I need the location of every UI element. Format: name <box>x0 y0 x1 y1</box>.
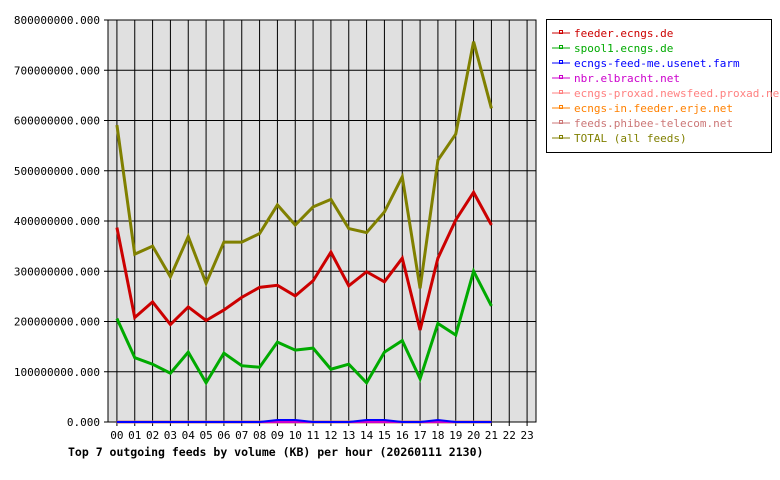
x-tick-label: 18 <box>431 429 444 442</box>
series-line-0 <box>115 189 493 331</box>
legend-label: spool1.ecngs.de <box>574 42 673 55</box>
legend-marker <box>559 30 563 34</box>
legend-item: ecngs-in.feeder.erje.net <box>552 102 733 115</box>
x-tick-label: 15 <box>378 429 391 442</box>
x-tick-label: 14 <box>360 429 374 442</box>
x-tick-label: 16 <box>396 429 409 442</box>
x-tick-label: 08 <box>253 429 266 442</box>
series-line-1 <box>115 267 493 386</box>
legend-item: nbr.elbracht.net <box>552 72 680 85</box>
y-axis: 0.000 100000000.000 200000000.000 300000000… <box>14 14 100 429</box>
legend-label: feeds.phibee-telecom.net <box>574 117 733 130</box>
y-tick-label: 200000000.000 <box>14 316 100 329</box>
y-tick-label: 300000000.000 <box>14 265 100 278</box>
legend-marker <box>559 45 563 49</box>
legend-item: spool1.ecngs.de <box>552 42 673 55</box>
y-tick-label: 600000000.000 <box>14 115 100 128</box>
x-tick-label: 05 <box>199 429 212 442</box>
x-axis: 00 01 02 03 04 05 06 07 08 09 10 11 12 13 14 15 16 17 18 19… <box>110 429 533 442</box>
legend-marker <box>559 135 563 139</box>
x-tick-label: 07 <box>235 429 248 442</box>
chart-title: Top 7 outgoing feeds by volume (KB) per … <box>68 445 483 459</box>
y-tick-label: 400000000.000 <box>14 215 100 228</box>
x-tick-label: 04 <box>182 429 196 442</box>
legend-item: ecngs-feed-me.usenet.farm <box>552 57 740 70</box>
x-tick-label: 20 <box>467 429 480 442</box>
x-tick-label: 01 <box>128 429 141 442</box>
legend-marker <box>559 120 563 124</box>
y-tick-label: 0.000 <box>67 416 100 429</box>
x-tick-label: 23 <box>520 429 533 442</box>
legend-label: ecngs-proxad.newsfeed.proxad.net <box>574 87 780 100</box>
legend: feeder.ecngs.de spool1.ecngs.de ecngs-feed… <box>546 19 780 153</box>
legend-label: nbr.elbracht.net <box>574 72 680 85</box>
legend-marker <box>559 90 563 94</box>
legend-label: feeder.ecngs.de <box>574 27 673 40</box>
series-line-7 <box>115 41 493 289</box>
x-tick-label: 10 <box>289 429 302 442</box>
x-tick-label: 21 <box>485 429 498 442</box>
x-tick-label: 19 <box>449 429 462 442</box>
legend-label: TOTAL (all feeds) <box>574 132 687 145</box>
x-tick-label: 22 <box>503 429 516 442</box>
x-tick-label: 00 <box>110 429 123 442</box>
legend-item: feeds.phibee-telecom.net <box>552 117 733 130</box>
legend-marker <box>559 60 563 64</box>
x-tick-label: 13 <box>342 429 355 442</box>
y-tick-label: 800000000.000 <box>14 14 100 27</box>
x-tick-label: 17 <box>413 429 426 442</box>
x-tick-label: 03 <box>164 429 177 442</box>
legend-box <box>546 19 772 153</box>
x-tick-label: 02 <box>146 429 159 442</box>
legend-label: ecngs-in.feeder.erje.net <box>574 102 733 115</box>
legend-label: ecngs-feed-me.usenet.farm <box>574 57 740 70</box>
x-tick-label: 06 <box>217 429 230 442</box>
y-tick-label: 100000000.000 <box>14 366 100 379</box>
x-tick-label: 12 <box>324 429 337 442</box>
x-tick-label: 09 <box>271 429 284 442</box>
y-tick-label: 500000000.000 <box>14 165 100 178</box>
y-tick-label: 700000000.000 <box>14 64 100 77</box>
legend-item: ecngs-proxad.newsfeed.proxad.net <box>552 87 780 100</box>
legend-item: TOTAL (all feeds) <box>552 132 687 145</box>
series-lines <box>115 41 493 424</box>
legend-item: feeder.ecngs.de <box>552 27 673 40</box>
x-tick-label: 11 <box>306 429 319 442</box>
legend-marker <box>559 105 563 109</box>
series-line-2 <box>116 418 492 423</box>
legend-marker <box>559 75 563 79</box>
